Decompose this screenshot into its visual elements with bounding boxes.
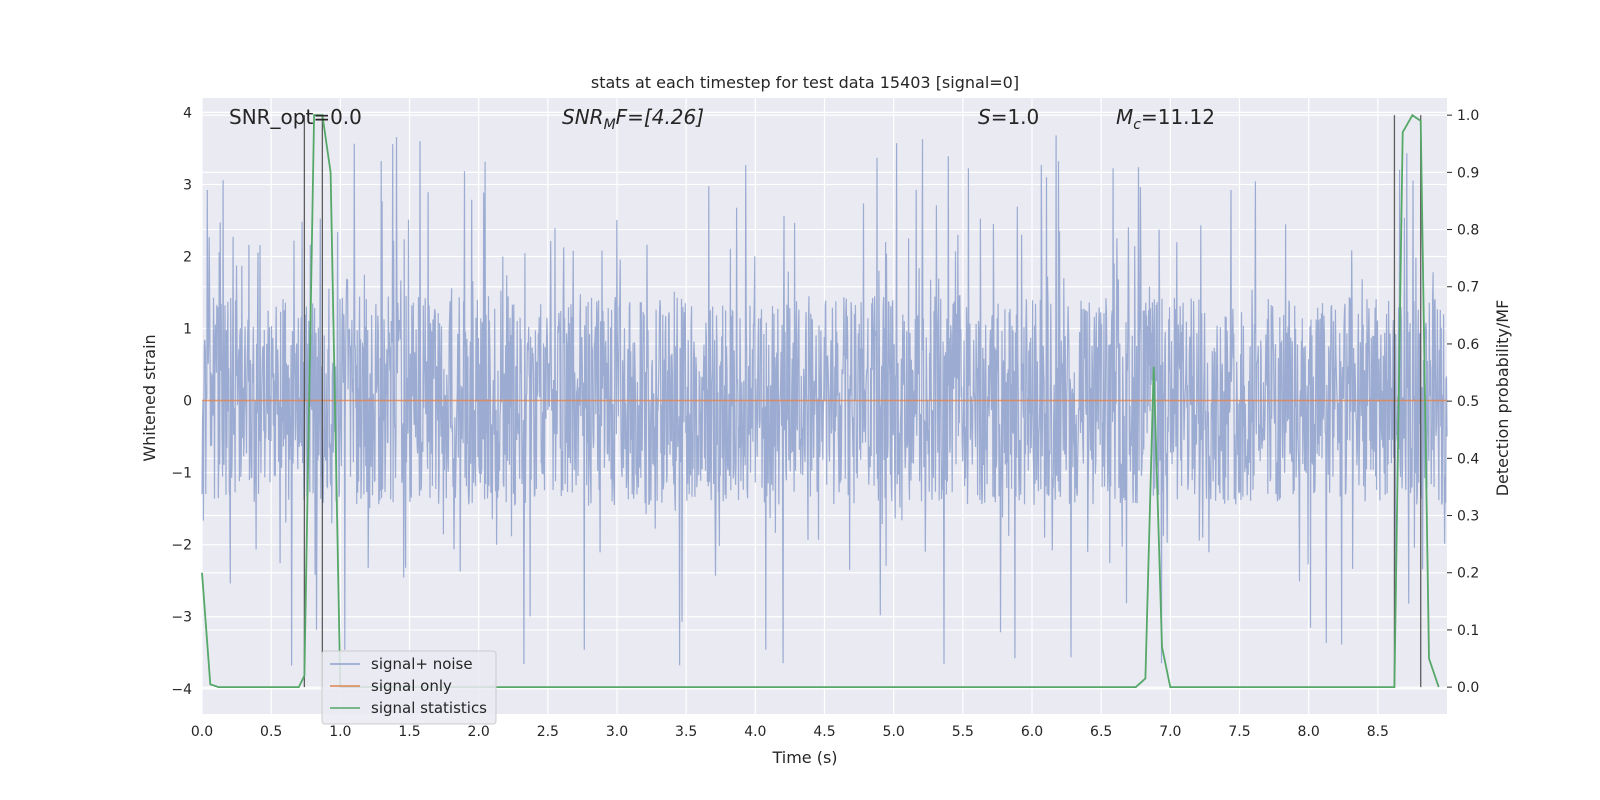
y-right-tick-label: 0.2	[1457, 566, 1479, 582]
annotation-snr-opt: SNR_opt=0.0	[229, 105, 362, 129]
y-axis-right-label: Detection probability/MF	[1493, 300, 1512, 497]
y-right-tick-label: 0.5	[1457, 394, 1479, 410]
annotation-snr-mf: SNRMF=[4.26]	[562, 105, 704, 133]
annotation-mc: Mc=11.12	[1116, 105, 1215, 133]
annotation-s-value: =1.0	[991, 105, 1040, 129]
y-right-tick-label: 0.4	[1457, 451, 1479, 467]
y-right-tick-label: 0.6	[1457, 337, 1479, 353]
annotation-snr-mf-rest: F=[4.26]	[616, 105, 704, 129]
legend-label-noise: signal+ noise	[371, 655, 473, 673]
x-tick-label: 1.5	[398, 724, 420, 740]
x-tick-label: 5.0	[883, 724, 905, 740]
x-tick-label: 4.0	[744, 724, 766, 740]
annotation-mc-sub: c	[1133, 117, 1141, 133]
annotation-s-label: S	[978, 105, 991, 129]
x-tick-label: 6.0	[1021, 724, 1043, 740]
y-right-tick-label: 0.9	[1457, 165, 1479, 181]
x-tick-label: 0.5	[260, 724, 282, 740]
x-tick-label: 7.5	[1228, 724, 1250, 740]
y-right-tick-label: 0.8	[1457, 223, 1479, 239]
y-right-tick-label: 0.3	[1457, 509, 1479, 525]
y-tick-label: 4	[183, 105, 192, 121]
annotation-mc-value: =11.12	[1141, 105, 1215, 129]
chart-title: stats at each timestep for test data 154…	[591, 73, 1019, 92]
x-tick-label: 3.0	[606, 724, 628, 740]
x-tick-label: 2.5	[537, 724, 559, 740]
x-tick-label: 8.5	[1367, 724, 1389, 740]
y-right-tick-label: 1.0	[1457, 108, 1479, 124]
y-right-tick-label: 0.1	[1457, 623, 1479, 639]
y-tick-label: 0	[183, 394, 192, 410]
legend-label-signal-only: signal only	[371, 677, 452, 695]
series-signal-plus-noise	[201, 135, 1448, 666]
y-tick-label: 2	[183, 250, 192, 266]
x-tick-label: 3.5	[675, 724, 697, 740]
y-axis-right-ticks: 0.0 0.1 0.2 0.3 0.4 0.5 0.6 0.7 0.8 0.9 1.0	[1447, 108, 1479, 696]
legend-box	[321, 650, 497, 725]
y-tick-label: 3	[183, 177, 192, 193]
vertical-markers	[303, 115, 1422, 688]
x-tick-label: 8.0	[1298, 724, 1320, 740]
y-right-tick-label: 0.0	[1457, 680, 1479, 696]
series-signal-statistics	[201, 113, 1440, 688]
y-tick-label: −1	[171, 466, 192, 482]
legend-label-statistics: signal statistics	[371, 699, 487, 717]
annotation-snr-mf-base: SNR	[562, 105, 604, 129]
noise-trace	[201, 135, 1448, 666]
y-tick-label: −3	[171, 610, 192, 626]
x-tick-label: 6.5	[1090, 724, 1112, 740]
y-axis-ticks: −4 −3 −2 −1 0 1 2 3 4	[171, 105, 192, 697]
statistics-line	[201, 113, 1440, 688]
x-tick-label: 5.5	[952, 724, 974, 740]
y-tick-label: 1	[183, 322, 192, 338]
y-tick-label: −2	[171, 538, 192, 554]
x-axis-ticks: 0.0 0.5 1.0 1.5 2.0 2.5 3.0 3.5 4.0 4.5 5.0 5.5 6.0 6…	[191, 724, 1389, 740]
x-tick-label: 0.0	[191, 724, 213, 740]
annotation-snr-mf-sub: M	[604, 117, 616, 133]
x-tick-label: 2.0	[468, 724, 490, 740]
y-right-tick-label: 0.7	[1457, 280, 1479, 296]
y-axis-label: Whitened strain	[140, 334, 159, 461]
annotation-mc-base: M	[1116, 105, 1133, 129]
x-axis-label: Time (s)	[771, 748, 837, 767]
annotation-s: S=1.0	[978, 105, 1039, 129]
x-tick-label: 1.0	[329, 724, 351, 740]
x-tick-label: 7.0	[1159, 724, 1181, 740]
x-tick-label: 4.5	[813, 724, 835, 740]
legend: signal+ noise signal only signal statist…	[321, 650, 497, 725]
y-tick-label: −4	[171, 682, 192, 698]
